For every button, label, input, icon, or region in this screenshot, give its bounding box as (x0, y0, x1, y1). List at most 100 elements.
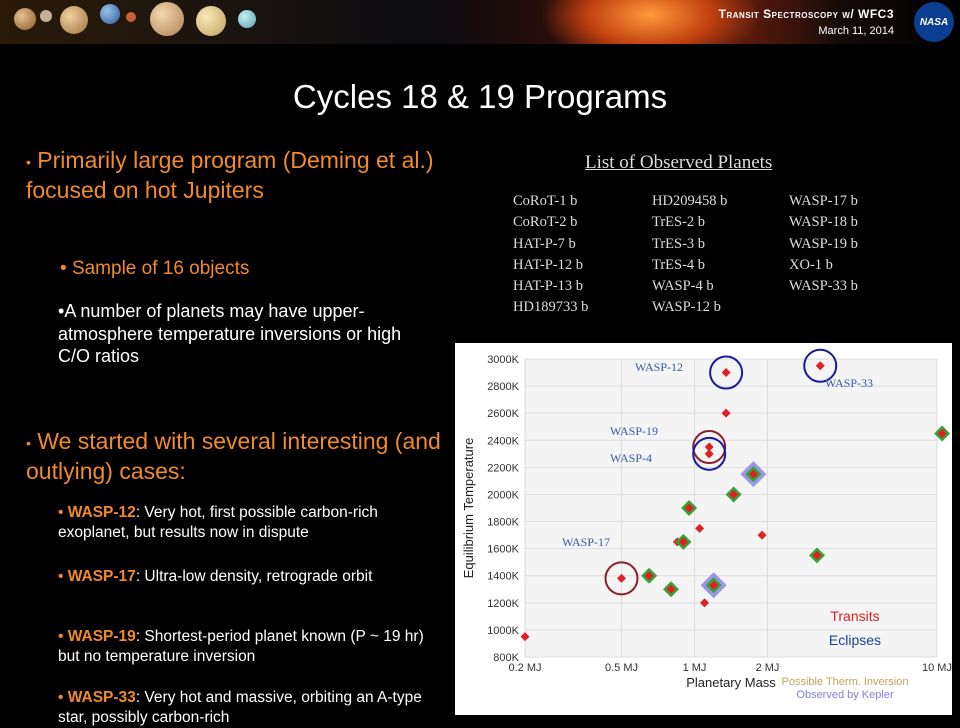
list-item: CoRoT-1 b (513, 193, 578, 209)
list-item: WASP-17 b (789, 193, 858, 209)
bullet-dot-icon: • (26, 153, 31, 170)
case-text: : Very hot, first possible carbon-rich e… (58, 504, 378, 542)
list-item: WASP-19 b (789, 235, 858, 252)
bullet-dot-icon: • (58, 689, 64, 706)
planet-list-col2: HD209458 b TrES-2 b TrES-3 b TrES-4 b WA… (652, 191, 727, 319)
banner-planet-2 (40, 10, 52, 22)
data-point (644, 571, 654, 581)
highlight-ring (604, 561, 639, 596)
data-point (520, 632, 530, 642)
case-text: : Ultra-low density, retrograde orbit (135, 568, 373, 585)
list-item: HD189733 b (513, 299, 589, 316)
list-item: CoRoT-2 b (513, 214, 578, 231)
nasa-logo: NASA (914, 2, 954, 42)
y-tick-label: 2600K (487, 408, 519, 420)
highlight-ring (692, 430, 727, 465)
banner-planet-6 (150, 2, 184, 36)
legend-transits: Transits (830, 608, 879, 624)
highlight-ring (709, 355, 744, 390)
temperature-mass-chart: 800K 1000K 1200K 1400K 1600K 1800K 2000K 2200K 2… (455, 343, 952, 715)
data-point (704, 442, 714, 452)
data-point (757, 530, 767, 540)
banner-sun (540, 0, 760, 44)
data-point (617, 573, 627, 583)
plot-area (525, 359, 937, 657)
list-item: WASP-4 b (652, 278, 714, 295)
y-tick-label: 1200K (487, 598, 519, 610)
x-tick-label: 0.5 MJ (605, 662, 638, 674)
bullet-cases-text: We started with several interesting (and… (26, 428, 441, 484)
bullet-sample: • Sample of 16 objects (60, 258, 249, 280)
y-tick-label: 2200K (487, 462, 519, 474)
list-item: HAT-P-7 b (513, 235, 576, 252)
y-tick-label: 3000K (487, 354, 519, 366)
list-item: TrES-4 b (652, 256, 706, 273)
data-point (666, 584, 676, 594)
x-tick-label: 10 MJ (922, 662, 952, 674)
data-point (704, 449, 714, 459)
banner-planet-8 (238, 10, 256, 28)
list-item: HAT-P-13 b (513, 278, 583, 295)
data-point (748, 469, 758, 479)
case-wasp-17: • WASP-17: Ultra-low density, retrograde… (58, 567, 448, 587)
case-name: WASP-12 (67, 504, 136, 521)
data-point (812, 550, 822, 560)
chart-svg: 800K 1000K 1200K 1400K 1600K 1800K 2000K 2200K 2… (461, 348, 952, 701)
y-axis-label: Equilibrium Temperature (461, 438, 476, 579)
data-point (815, 361, 825, 371)
highlight-ring (692, 436, 727, 471)
bullet-primary-program: • Primarily large program (Deming et al.… (26, 146, 446, 206)
bullet-inversions-text: A number of planets may have upper-atmos… (58, 301, 402, 366)
data-point (700, 598, 710, 608)
y-tick-label: 2400K (487, 435, 519, 447)
case-wasp-33: • WASP-33: Very hot and massive, orbitin… (58, 688, 448, 728)
list-item: XO-1 b (789, 256, 833, 273)
y-tick-label: 1600K (487, 544, 519, 556)
list-item: WASP-12 b (652, 299, 721, 316)
banner-planet-5 (126, 12, 136, 22)
bullet-dot-icon: • (58, 568, 64, 585)
highlight-ring (803, 348, 838, 383)
y-tick-label: 1000K (487, 625, 519, 637)
data-point (721, 368, 731, 378)
planet-list-col1: CoRoT-1 b CoRoT-2 b HAT-P-7 b HAT-P-12 b… (513, 191, 588, 319)
point-annotation: WASP-33 (825, 376, 873, 390)
point-annotation: WASP-17 (562, 535, 610, 549)
data-point (937, 429, 947, 438)
x-tick-label: 1 MJ (683, 662, 707, 674)
legend-kepler: Observed by Kepler (796, 689, 894, 701)
bullet-sample-text: Sample of 16 objects (71, 258, 250, 279)
x-tick-label: 2 MJ (756, 662, 780, 674)
case-wasp-19: • WASP-19: Shortest-period planet known … (58, 627, 448, 667)
y-tick-label: 2800K (487, 381, 519, 393)
list-item: TrES-2 b (652, 214, 706, 231)
bullet-dot-icon: • (58, 504, 64, 521)
data-point (729, 489, 739, 499)
legend-eclipses: Eclipses (829, 632, 881, 648)
list-item: TrES-3 b (652, 235, 706, 252)
point-annotation: WASP-12 (635, 360, 683, 374)
bullet-dot-icon: • (58, 628, 64, 645)
header-banner: Transit Spectroscopy w/ WFC3 March 11, 2… (0, 0, 960, 44)
planet-list-title: List of Observed Planets (585, 152, 773, 173)
point-annotation: WASP-19 (610, 424, 658, 438)
case-text: : Shortest-period planet known (P ~ 19 h… (58, 628, 424, 666)
list-item: WASP-18 b (789, 214, 858, 231)
x-axis-label: Planetary Mass (686, 675, 776, 690)
planet-list-col3: WASP-17 b WASP-18 b WASP-19 b XO-1 b WAS… (789, 191, 858, 297)
data-point (721, 408, 731, 418)
bullet-cases: • We started with several interesting (a… (26, 427, 446, 487)
legend-inversion: Possible Therm. Inversion (782, 676, 909, 688)
banner-planet-1 (14, 8, 36, 30)
banner-planet-7 (196, 6, 226, 36)
data-point (678, 537, 688, 547)
bullet-dot-icon: • (26, 434, 31, 451)
data-point (684, 503, 694, 513)
case-wasp-12: • WASP-12: Very hot, first possible carb… (58, 503, 448, 543)
case-name: WASP-19 (67, 628, 136, 645)
y-tick-label: 2000K (487, 489, 519, 501)
y-tick-label: 800K (493, 652, 519, 664)
banner-title: Transit Spectroscopy w/ WFC3 (718, 7, 894, 21)
slide-title: Cycles 18 & 19 Programs (292, 78, 668, 115)
banner-planet-4 (100, 4, 120, 24)
